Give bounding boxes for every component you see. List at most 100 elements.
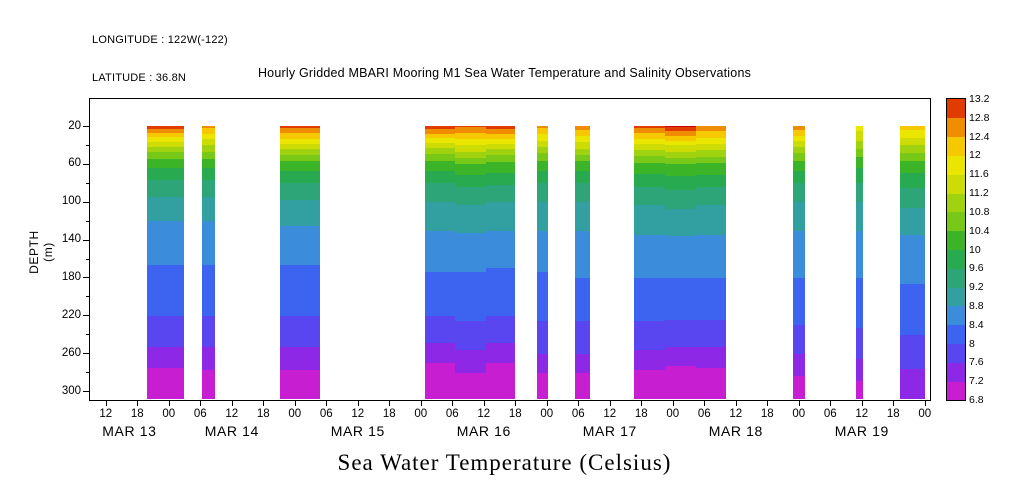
colorbar-label: 8.4 bbox=[969, 318, 984, 331]
x-tick bbox=[609, 400, 611, 406]
y-minor-tick bbox=[86, 144, 89, 146]
x-tick bbox=[924, 400, 926, 406]
temperature-band bbox=[575, 126, 590, 399]
x-tick bbox=[483, 400, 485, 406]
x-tick-label: 18 bbox=[886, 408, 900, 420]
colorbar-segment bbox=[947, 362, 965, 382]
x-tick bbox=[578, 400, 580, 406]
x-tick bbox=[546, 400, 548, 406]
y-tick bbox=[83, 201, 89, 203]
x-tick-label: 12 bbox=[99, 408, 113, 420]
colorbar-segment bbox=[947, 343, 965, 363]
x-tick-label: 12 bbox=[351, 408, 365, 420]
y-tick bbox=[83, 126, 89, 127]
colorbar-segment bbox=[947, 174, 965, 194]
colorbar-label: 9.6 bbox=[969, 262, 984, 275]
x-tick bbox=[137, 400, 139, 406]
x-tick-label: 12 bbox=[477, 408, 491, 420]
x-tick-label: 18 bbox=[760, 408, 774, 420]
x-tick-label: 00 bbox=[162, 408, 176, 420]
x-tick bbox=[200, 400, 202, 406]
y-minor-tick bbox=[86, 296, 89, 298]
colorbar-label: 7.6 bbox=[969, 356, 984, 369]
y-minor-tick bbox=[86, 220, 89, 222]
day-label: MAR 15 bbox=[330, 423, 385, 439]
colorbar-label: 13.2 bbox=[969, 93, 990, 105]
colorbar-label: 12 bbox=[969, 149, 981, 162]
day-label: MAR 14 bbox=[204, 423, 259, 439]
colorbar-label: 7.2 bbox=[969, 375, 984, 388]
colorbar-segment bbox=[947, 287, 965, 307]
x-tick-label: 00 bbox=[792, 408, 806, 420]
x-tick-label: 00 bbox=[918, 408, 932, 420]
temperature-band bbox=[280, 126, 320, 399]
colorbar-segment bbox=[947, 117, 965, 138]
temperature-band bbox=[633, 126, 665, 399]
x-tick-label: 18 bbox=[634, 408, 648, 420]
temperature-band bbox=[900, 126, 925, 399]
latitude-label: LATITUDE : 36.8N bbox=[92, 71, 187, 84]
x-tick bbox=[326, 400, 328, 406]
y-minor-tick bbox=[86, 182, 89, 184]
x-tick bbox=[420, 400, 422, 406]
temperature-band bbox=[856, 126, 864, 399]
colorbar-label: 11.6 bbox=[969, 168, 989, 181]
x-tick bbox=[105, 400, 107, 406]
x-tick-label: 00 bbox=[540, 408, 554, 420]
colorbar-segment bbox=[947, 193, 965, 213]
temperature-band bbox=[201, 126, 215, 399]
colorbar-segment bbox=[947, 211, 965, 232]
colorbar bbox=[946, 98, 966, 401]
temperature-band bbox=[793, 126, 805, 399]
x-tick bbox=[168, 400, 170, 406]
y-minor-tick bbox=[86, 258, 89, 260]
x-tick bbox=[389, 400, 391, 406]
colorbar-label: 10.8 bbox=[969, 205, 990, 218]
colorbar-segment bbox=[947, 324, 965, 345]
y-tick-label: 220 bbox=[61, 308, 81, 321]
colorbar-segment bbox=[947, 99, 965, 119]
temperature-band bbox=[696, 126, 726, 399]
x-tick bbox=[263, 400, 265, 406]
x-tick bbox=[704, 400, 706, 406]
x-tick-label: 00 bbox=[666, 408, 680, 420]
x-tick-label: 06 bbox=[823, 408, 837, 420]
x-tick bbox=[641, 400, 643, 406]
y-tick-label: 260 bbox=[61, 346, 81, 359]
x-tick-label: 06 bbox=[571, 408, 585, 420]
colorbar-segment bbox=[947, 381, 965, 401]
colorbar-segment bbox=[947, 268, 965, 288]
y-tick bbox=[83, 163, 89, 165]
x-tick bbox=[452, 400, 454, 406]
colorbar-label: 8.8 bbox=[969, 299, 984, 312]
colorbar-label: 10.4 bbox=[969, 224, 990, 237]
depth-axis-label: DEPTH (m) bbox=[27, 230, 55, 274]
colorbar-label: 8 bbox=[969, 337, 975, 350]
y-tick-label: 180 bbox=[61, 270, 81, 283]
longitude-label: LONGITUDE : 122W(-122) bbox=[92, 34, 228, 46]
colorbar-segment bbox=[947, 305, 965, 326]
temperature-band bbox=[147, 126, 185, 399]
colorbar-label: 10 bbox=[969, 243, 981, 256]
day-label: MAR 16 bbox=[456, 423, 511, 439]
colorbar-label: 12.4 bbox=[969, 130, 990, 143]
x-tick bbox=[893, 400, 895, 406]
day-label: MAR 18 bbox=[708, 423, 763, 439]
y-tick bbox=[83, 315, 89, 317]
y-tick bbox=[83, 353, 89, 355]
x-tick-label: 06 bbox=[697, 408, 711, 420]
colorbar-segment bbox=[947, 155, 965, 175]
temperature-band bbox=[664, 126, 697, 399]
colorbar-segment bbox=[947, 136, 965, 156]
y-tick-label: 60 bbox=[68, 157, 81, 170]
plot-area bbox=[89, 98, 931, 401]
x-tick bbox=[231, 400, 233, 406]
x-tick-label: 18 bbox=[382, 408, 396, 420]
day-label: MAR 17 bbox=[582, 423, 637, 439]
x-tick bbox=[861, 400, 863, 406]
y-tick bbox=[83, 239, 89, 241]
chart-title: Hourly Gridded MBARI Mooring M1 Sea Wate… bbox=[257, 66, 752, 80]
temperature-band bbox=[536, 126, 548, 399]
x-tick bbox=[357, 400, 359, 406]
